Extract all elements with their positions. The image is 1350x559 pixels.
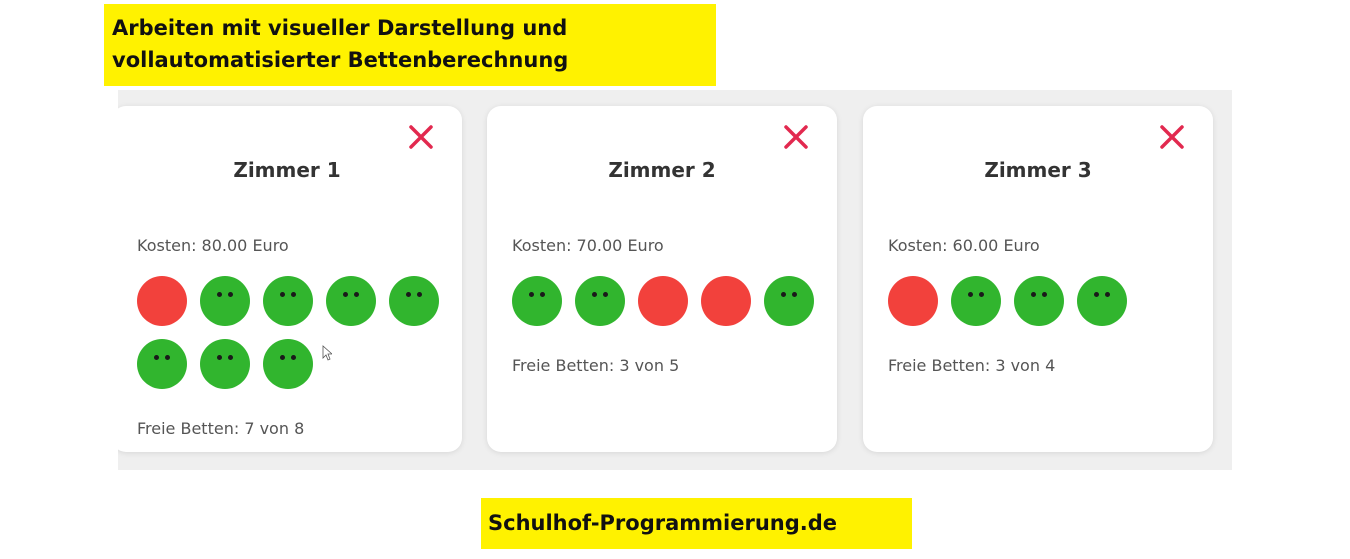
bed-free[interactable] [1077,276,1127,326]
face-eye [1042,292,1047,297]
room-cost: Kosten: 60.00 Euro [888,236,1040,255]
bed-occupied[interactable] [888,276,938,326]
face-eye [968,292,973,297]
footer-banner: Schulhof-Programmierung.de [481,498,912,549]
bed-free[interactable] [1014,276,1064,326]
face-eye [592,292,597,297]
face-eye [1105,292,1110,297]
room-card-2: Zimmer 2 Kosten: 70.00 Euro Freie Betten… [487,106,837,452]
header-line-2: vollautomatisierter Bettenberechnung [112,48,569,72]
mouse-pointer-icon [322,345,332,361]
face-eye [603,292,608,297]
bed-occupied[interactable] [137,276,187,326]
face-eye [343,292,348,297]
face-eye [154,355,159,360]
room-title: Zimmer 3 [984,158,1092,182]
bed-free[interactable] [512,276,562,326]
rooms-panel: Zimmer 1 Kosten: 80.00 Euro Freie Betten… [118,90,1232,470]
room-card-3: Zimmer 3 Kosten: 60.00 Euro Freie Betten… [863,106,1213,452]
room-card-1: Zimmer 1 Kosten: 80.00 Euro Freie Betten… [118,106,462,452]
room-title: Zimmer 2 [608,158,716,182]
bed-free[interactable] [263,276,313,326]
face-eye [228,355,233,360]
room-cost: Kosten: 70.00 Euro [512,236,664,255]
free-beds-text: Freie Betten: 7 von 8 [137,419,305,438]
face-eye [228,292,233,297]
bed-list [512,276,822,326]
face-eye [280,355,285,360]
face-eye [165,355,170,360]
room-cost: Kosten: 80.00 Euro [137,236,289,255]
bed-list [888,276,1198,326]
face-eye [280,292,285,297]
face-eye [1094,292,1099,297]
header-banner: Arbeiten mit visueller Darstellung und v… [104,4,716,86]
face-eye [1031,292,1036,297]
bed-occupied[interactable] [638,276,688,326]
face-eye [540,292,545,297]
bed-free[interactable] [326,276,376,326]
face-eye [979,292,984,297]
face-eye [291,355,296,360]
face-eye [529,292,534,297]
bed-free[interactable] [389,276,439,326]
close-icon[interactable] [406,122,436,152]
face-eye [781,292,786,297]
face-eye [217,355,222,360]
bed-free[interactable] [200,276,250,326]
bed-free[interactable] [137,339,187,389]
bed-free[interactable] [764,276,814,326]
face-eye [792,292,797,297]
face-eye [291,292,296,297]
room-title: Zimmer 1 [233,158,341,182]
bed-free[interactable] [575,276,625,326]
header-line-1: Arbeiten mit visueller Darstellung und [112,16,568,40]
face-eye [406,292,411,297]
bed-list [137,276,447,389]
bed-free[interactable] [200,339,250,389]
close-icon[interactable] [1157,122,1187,152]
close-icon[interactable] [781,122,811,152]
face-eye [217,292,222,297]
bed-occupied[interactable] [701,276,751,326]
face-eye [417,292,422,297]
face-eye [354,292,359,297]
free-beds-text: Freie Betten: 3 von 4 [888,356,1056,375]
bed-free[interactable] [951,276,1001,326]
bed-free[interactable] [263,339,313,389]
free-beds-text: Freie Betten: 3 von 5 [512,356,680,375]
